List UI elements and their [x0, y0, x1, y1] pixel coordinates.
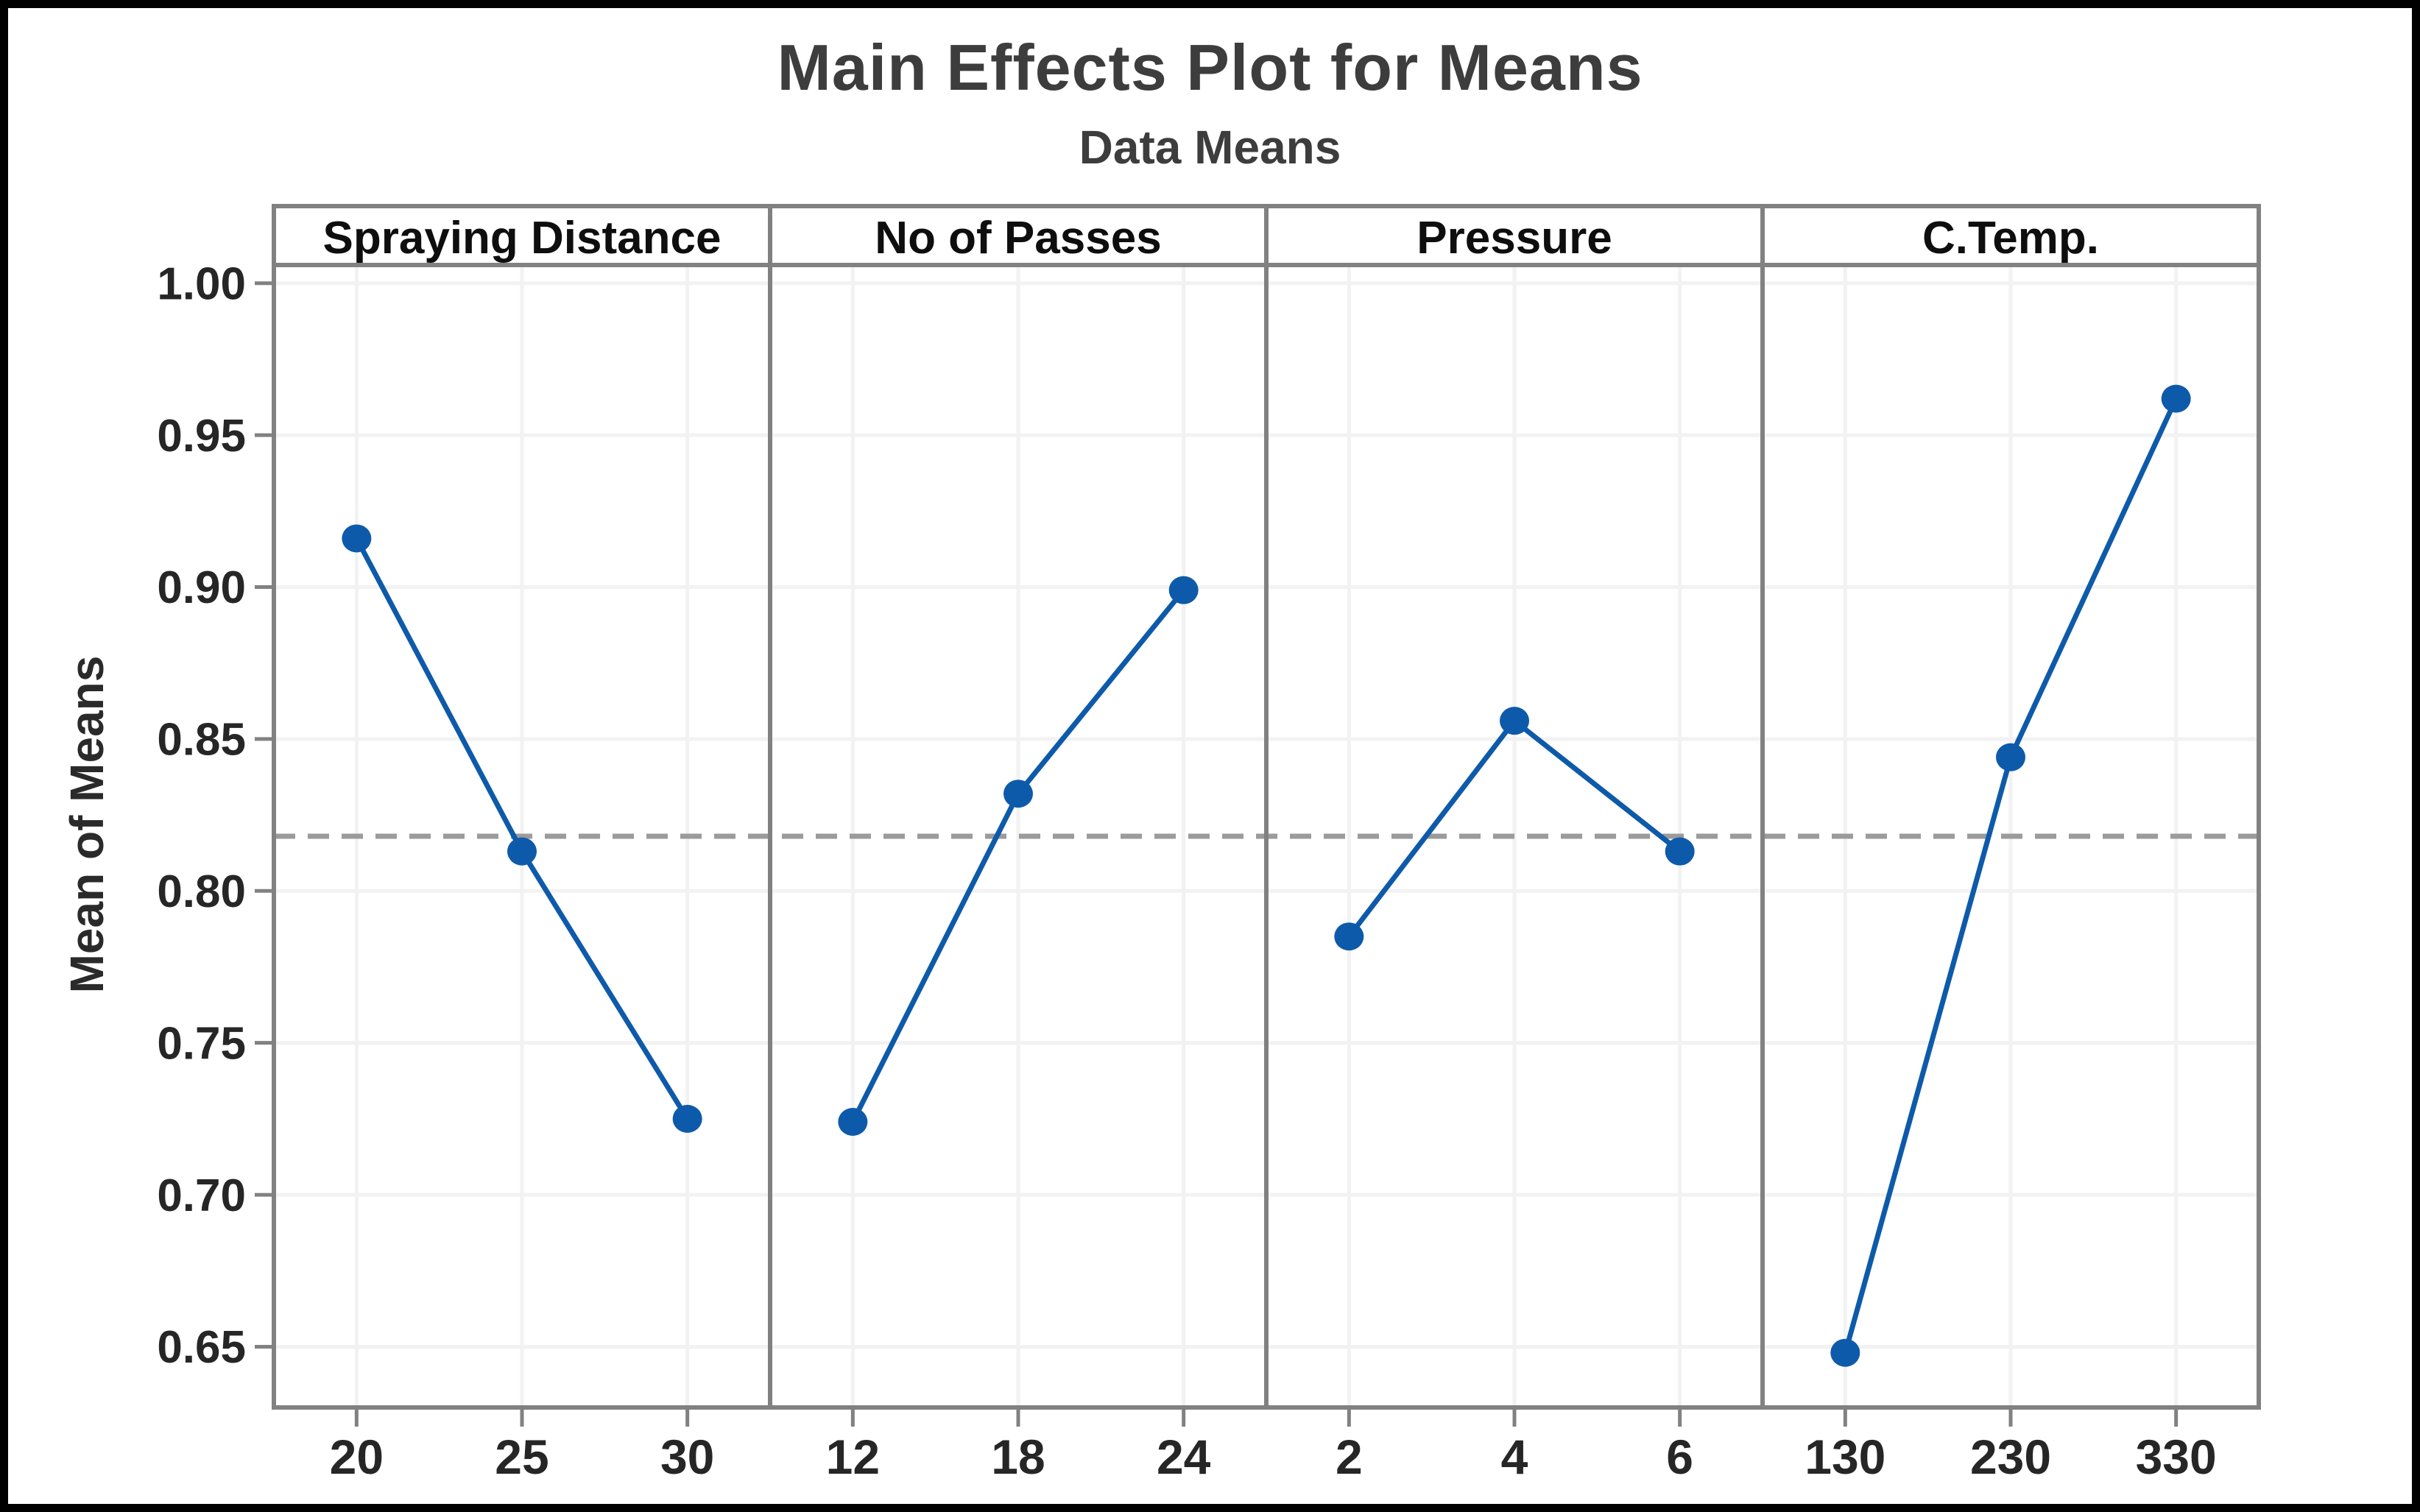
data-point-marker [838, 1108, 868, 1136]
y-tick-label: 0.95 [157, 411, 246, 462]
data-point-marker [507, 837, 537, 866]
data-point-marker [1334, 922, 1364, 951]
x-tick-label: 230 [1970, 1430, 2051, 1484]
chart-title: Main Effects Plot for Means [777, 31, 1643, 104]
x-tick-label: 25 [495, 1430, 548, 1484]
x-tick-label: 18 [991, 1430, 1045, 1484]
x-tick-label: 6 [1666, 1430, 1693, 1484]
x-tick-label: 130 [1805, 1430, 1885, 1484]
x-tick-label: 12 [826, 1430, 880, 1484]
data-point-marker [1665, 837, 1695, 866]
chart-subtitle: Data Means [1079, 121, 1341, 174]
y-tick-label: 0.80 [157, 866, 246, 917]
data-point-marker [1996, 743, 2025, 771]
y-tick-label: 0.65 [157, 1322, 246, 1373]
data-point-marker [1003, 780, 1033, 808]
x-tick-label: 330 [2136, 1430, 2217, 1484]
x-tick-label: 20 [330, 1430, 384, 1484]
panel-header-label: C.Temp. [1922, 213, 2099, 264]
y-tick-label: 0.85 [157, 715, 246, 766]
y-tick-label: 0.75 [157, 1018, 246, 1069]
y-tick-label: 0.90 [157, 562, 246, 613]
data-point-marker [1500, 707, 1529, 735]
y-tick-label: 0.70 [157, 1170, 246, 1221]
x-tick-label: 4 [1501, 1430, 1528, 1484]
x-tick-label: 2 [1336, 1430, 1363, 1484]
data-point-marker [1830, 1338, 1860, 1367]
x-tick-label: 24 [1157, 1430, 1211, 1484]
data-point-marker [1168, 576, 1199, 604]
data-point-marker [342, 524, 372, 553]
x-tick-label: 30 [660, 1430, 714, 1484]
panel-header-label: No of Passes [875, 213, 1161, 264]
panel-header-label: Pressure [1417, 213, 1612, 264]
panel-header-label: Spraying Distance [323, 213, 722, 264]
data-point-marker [672, 1104, 702, 1133]
data-point-marker [2161, 384, 2191, 413]
y-tick-label: 1.00 [157, 258, 246, 309]
